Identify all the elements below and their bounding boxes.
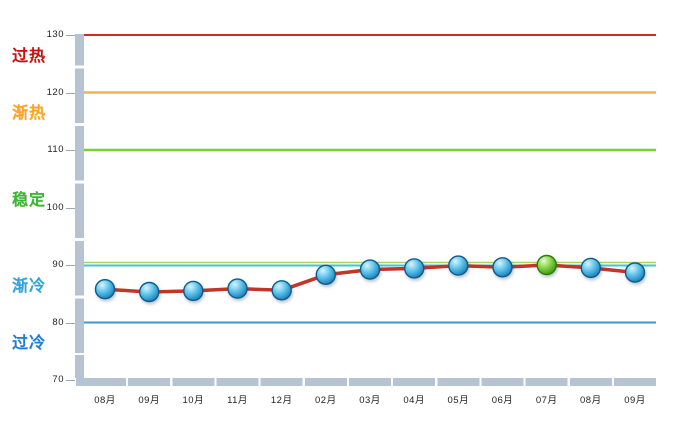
y-tick-label: 70 (52, 374, 64, 385)
x-tick-label-0: 08月 (94, 395, 116, 406)
x-tick-label-9: 06月 (491, 395, 514, 406)
y-tick-mark (66, 380, 75, 381)
data-point-7[interactable] (404, 258, 425, 279)
data-point-2[interactable] (183, 280, 204, 302)
data-point-0[interactable] (94, 279, 116, 300)
data-point-11[interactable] (580, 257, 601, 279)
data-point-5[interactable] (315, 264, 336, 285)
zone-label-0: 过热 (12, 47, 47, 65)
x-tick-label-3: 11月 (227, 395, 248, 406)
y-tick-mark (66, 35, 75, 36)
data-point-1[interactable] (138, 281, 160, 303)
y-tick-label: 110 (47, 144, 64, 155)
y-tick-label: 80 (52, 316, 64, 328)
x-axis-bar (75, 378, 657, 386)
y-tick-mark (66, 92, 75, 94)
x-tick-label-5: 02月 (315, 395, 337, 406)
x-tick-label-10: 07月 (535, 395, 558, 406)
x-tick-label-1: 09月 (138, 395, 160, 406)
y-axis-bar (75, 34, 84, 378)
y-tick-mark (66, 207, 75, 209)
zone-label-2: 稳定 (12, 191, 47, 209)
data-point-6[interactable] (359, 259, 381, 280)
zone-label-1: 渐热 (12, 105, 47, 123)
x-tick-label-12: 09月 (624, 395, 646, 406)
x-tick-label-2: 10月 (182, 395, 205, 406)
data-point-3[interactable] (227, 278, 248, 299)
x-tick-label-4: 12月 (270, 395, 293, 406)
zone-label-4: 过冷 (12, 335, 47, 353)
x-tick-label-8: 05月 (447, 395, 470, 406)
data-point-12[interactable] (624, 262, 646, 283)
y-tick-mark (66, 322, 75, 324)
x-tick-label-7: 04月 (403, 395, 425, 406)
y-tick-mark (66, 150, 75, 151)
zone-label-3: 渐冷 (12, 277, 47, 295)
x-tick-label-6: 03月 (359, 395, 381, 406)
y-tick-label: 120 (46, 86, 64, 98)
data-point-10[interactable] (536, 254, 557, 276)
y-tick-label: 130 (46, 29, 64, 40)
data-point-8[interactable] (448, 255, 469, 276)
y-tick-mark (66, 265, 75, 266)
data-point-4[interactable] (271, 280, 292, 301)
y-tick-label: 100 (46, 201, 64, 213)
y-tick-label: 90 (52, 259, 64, 270)
x-tick-label-11: 08月 (580, 395, 602, 406)
data-point-9[interactable] (492, 257, 513, 278)
